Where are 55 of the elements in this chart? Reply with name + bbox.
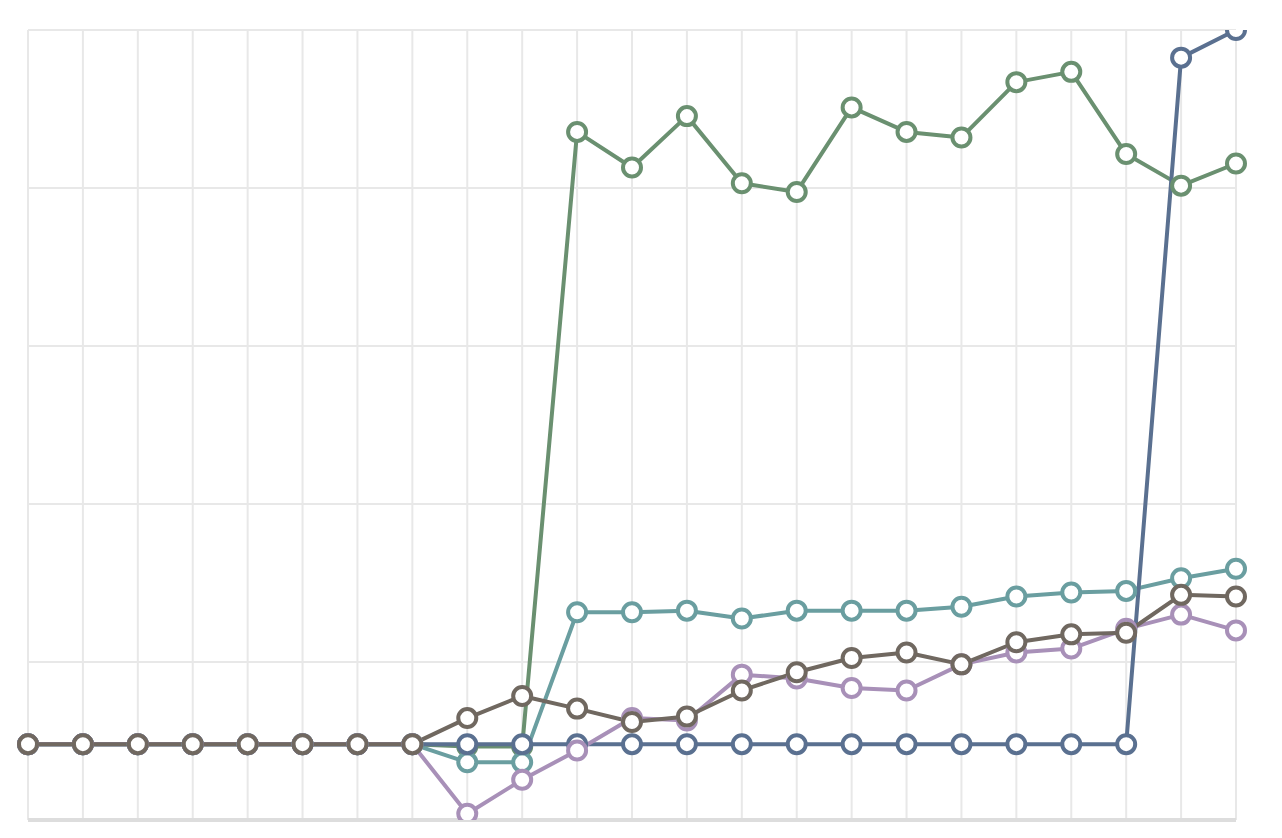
point bbox=[840, 647, 863, 670]
point bbox=[1060, 623, 1083, 646]
point bbox=[730, 172, 753, 195]
point bbox=[1005, 631, 1028, 654]
point bbox=[511, 768, 534, 791]
point bbox=[1115, 733, 1138, 756]
point bbox=[621, 733, 643, 756]
point bbox=[895, 679, 918, 702]
point bbox=[895, 641, 918, 664]
point bbox=[675, 105, 698, 128]
point bbox=[1115, 579, 1138, 602]
point bbox=[621, 601, 643, 624]
point bbox=[840, 96, 863, 119]
point bbox=[1225, 585, 1247, 608]
point bbox=[566, 120, 589, 143]
point bbox=[840, 677, 863, 700]
point bbox=[895, 120, 918, 143]
point bbox=[785, 599, 808, 622]
point bbox=[840, 599, 863, 622]
point bbox=[730, 607, 753, 630]
point bbox=[456, 751, 479, 774]
point bbox=[511, 684, 534, 707]
point bbox=[840, 733, 863, 756]
point bbox=[1005, 585, 1028, 608]
point bbox=[1225, 619, 1247, 642]
point bbox=[895, 733, 918, 756]
point bbox=[1005, 71, 1028, 94]
point bbox=[456, 802, 479, 820]
point bbox=[785, 661, 808, 684]
point bbox=[566, 739, 589, 762]
point bbox=[950, 126, 973, 149]
point bbox=[621, 156, 643, 179]
point bbox=[1005, 733, 1028, 756]
point bbox=[950, 595, 973, 618]
point bbox=[1170, 174, 1193, 197]
point bbox=[1060, 60, 1083, 83]
point bbox=[1225, 152, 1247, 175]
point bbox=[895, 599, 918, 622]
point bbox=[1170, 583, 1193, 606]
point bbox=[785, 180, 808, 203]
point bbox=[566, 601, 589, 624]
point bbox=[785, 733, 808, 756]
point bbox=[456, 707, 479, 730]
point bbox=[1170, 46, 1193, 69]
point bbox=[730, 733, 753, 756]
point bbox=[1060, 733, 1083, 756]
point bbox=[1225, 557, 1247, 580]
point bbox=[675, 599, 698, 622]
point bbox=[566, 697, 589, 720]
point bbox=[950, 733, 973, 756]
point bbox=[1060, 581, 1083, 604]
point bbox=[675, 733, 698, 756]
point bbox=[1115, 143, 1138, 166]
point bbox=[730, 679, 753, 702]
point bbox=[1170, 603, 1193, 626]
